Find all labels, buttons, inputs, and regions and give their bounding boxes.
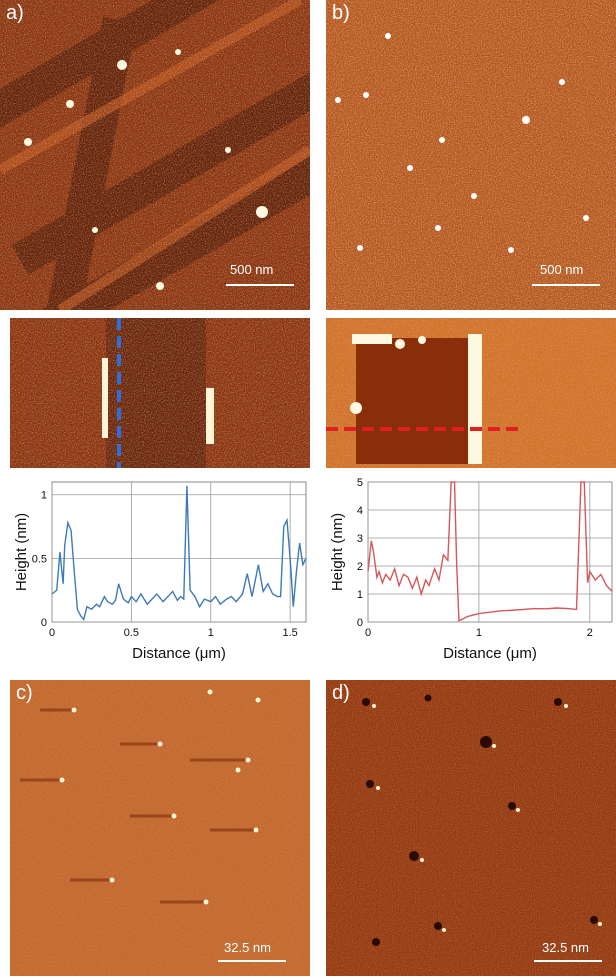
y-tick-label-b: 4 xyxy=(357,505,363,517)
y-tick-label-a: 1 xyxy=(41,490,47,502)
y-tick-label-b: 0 xyxy=(357,617,363,629)
x-tick-label-a: 0.5 xyxy=(124,627,139,639)
afm-image-c-graphic xyxy=(10,680,310,976)
y-tick-label-b: 3 xyxy=(357,533,363,545)
scalebar-line-c xyxy=(218,960,286,962)
height-profile-chart-a: 0 0.5 1 1.5 0 0.5 1 Distance (μm) Height (nm) xyxy=(10,476,310,670)
afm-image-a: a) 500 nm xyxy=(0,0,310,310)
x-tick-label-b: 1 xyxy=(476,627,482,639)
plot-area-b xyxy=(367,481,613,623)
afm-image-a-graphic xyxy=(0,0,310,310)
scalebar-label-b: 500 nm xyxy=(540,262,584,277)
panel-label-a: a) xyxy=(6,2,24,24)
y-tick-label-b: 1 xyxy=(357,589,363,601)
y-tick-label-b: 5 xyxy=(357,477,363,489)
y-axis-label-a: Height (nm) xyxy=(13,513,30,591)
plot-area-a xyxy=(51,481,307,623)
scalebar-label-c: 32.5 nm xyxy=(224,940,271,955)
afm-image-d: d) 32.5 nm xyxy=(326,680,616,976)
scalebar-label-d: 32.5 nm xyxy=(542,940,589,955)
afm-scratch-image-a-graphic xyxy=(10,318,310,468)
height-profile-chart-a-svg: 0 0.5 1 1.5 0 0.5 1 Distance (μm) Height (nm) xyxy=(13,481,307,662)
y-axis-label-b: Height (nm) xyxy=(329,513,346,591)
afm-image-d-graphic xyxy=(326,680,616,976)
x-axis-label-b: Distance (μm) xyxy=(443,645,537,662)
height-profile-chart-b-svg: 0 1 2 0 1 2 3 4 5 Distance (μm) Height (nm) xyxy=(329,477,613,662)
afm-scratch-image-b xyxy=(326,318,616,468)
afm-scratch-image-b-graphic xyxy=(326,318,616,468)
afm-image-c: c) 32.5 nm xyxy=(10,680,310,976)
y-tick-label-a: 0 xyxy=(41,617,47,629)
panel-label-b: b) xyxy=(332,2,350,24)
y-tick-label-a: 0.5 xyxy=(32,553,47,565)
scalebar-line-d xyxy=(534,960,602,962)
series-line-a xyxy=(51,485,307,621)
scalebar-line-b xyxy=(532,284,600,286)
height-profile-chart-b: 0 1 2 0 1 2 3 4 5 Distance (μm) Height (nm) xyxy=(326,476,616,670)
scalebar-line-a xyxy=(226,284,294,286)
panel-label-d: d) xyxy=(332,682,350,704)
series-line-b xyxy=(367,481,613,622)
x-tick-label-b: 0 xyxy=(365,627,371,639)
afm-scratch-image-a xyxy=(10,318,310,468)
x-tick-label-b: 2 xyxy=(587,627,593,639)
scalebar-label-a: 500 nm xyxy=(230,262,274,277)
afm-image-b: b) 500 nm xyxy=(326,0,616,310)
y-tick-label-b: 2 xyxy=(357,561,363,573)
x-tick-label-a: 0 xyxy=(49,627,55,639)
x-tick-label-a: 1 xyxy=(208,627,214,639)
x-axis-label-a: Distance (μm) xyxy=(132,645,226,662)
x-tick-label-a: 1.5 xyxy=(282,627,297,639)
afm-image-b-graphic xyxy=(326,0,616,310)
panel-label-c: c) xyxy=(16,682,33,704)
